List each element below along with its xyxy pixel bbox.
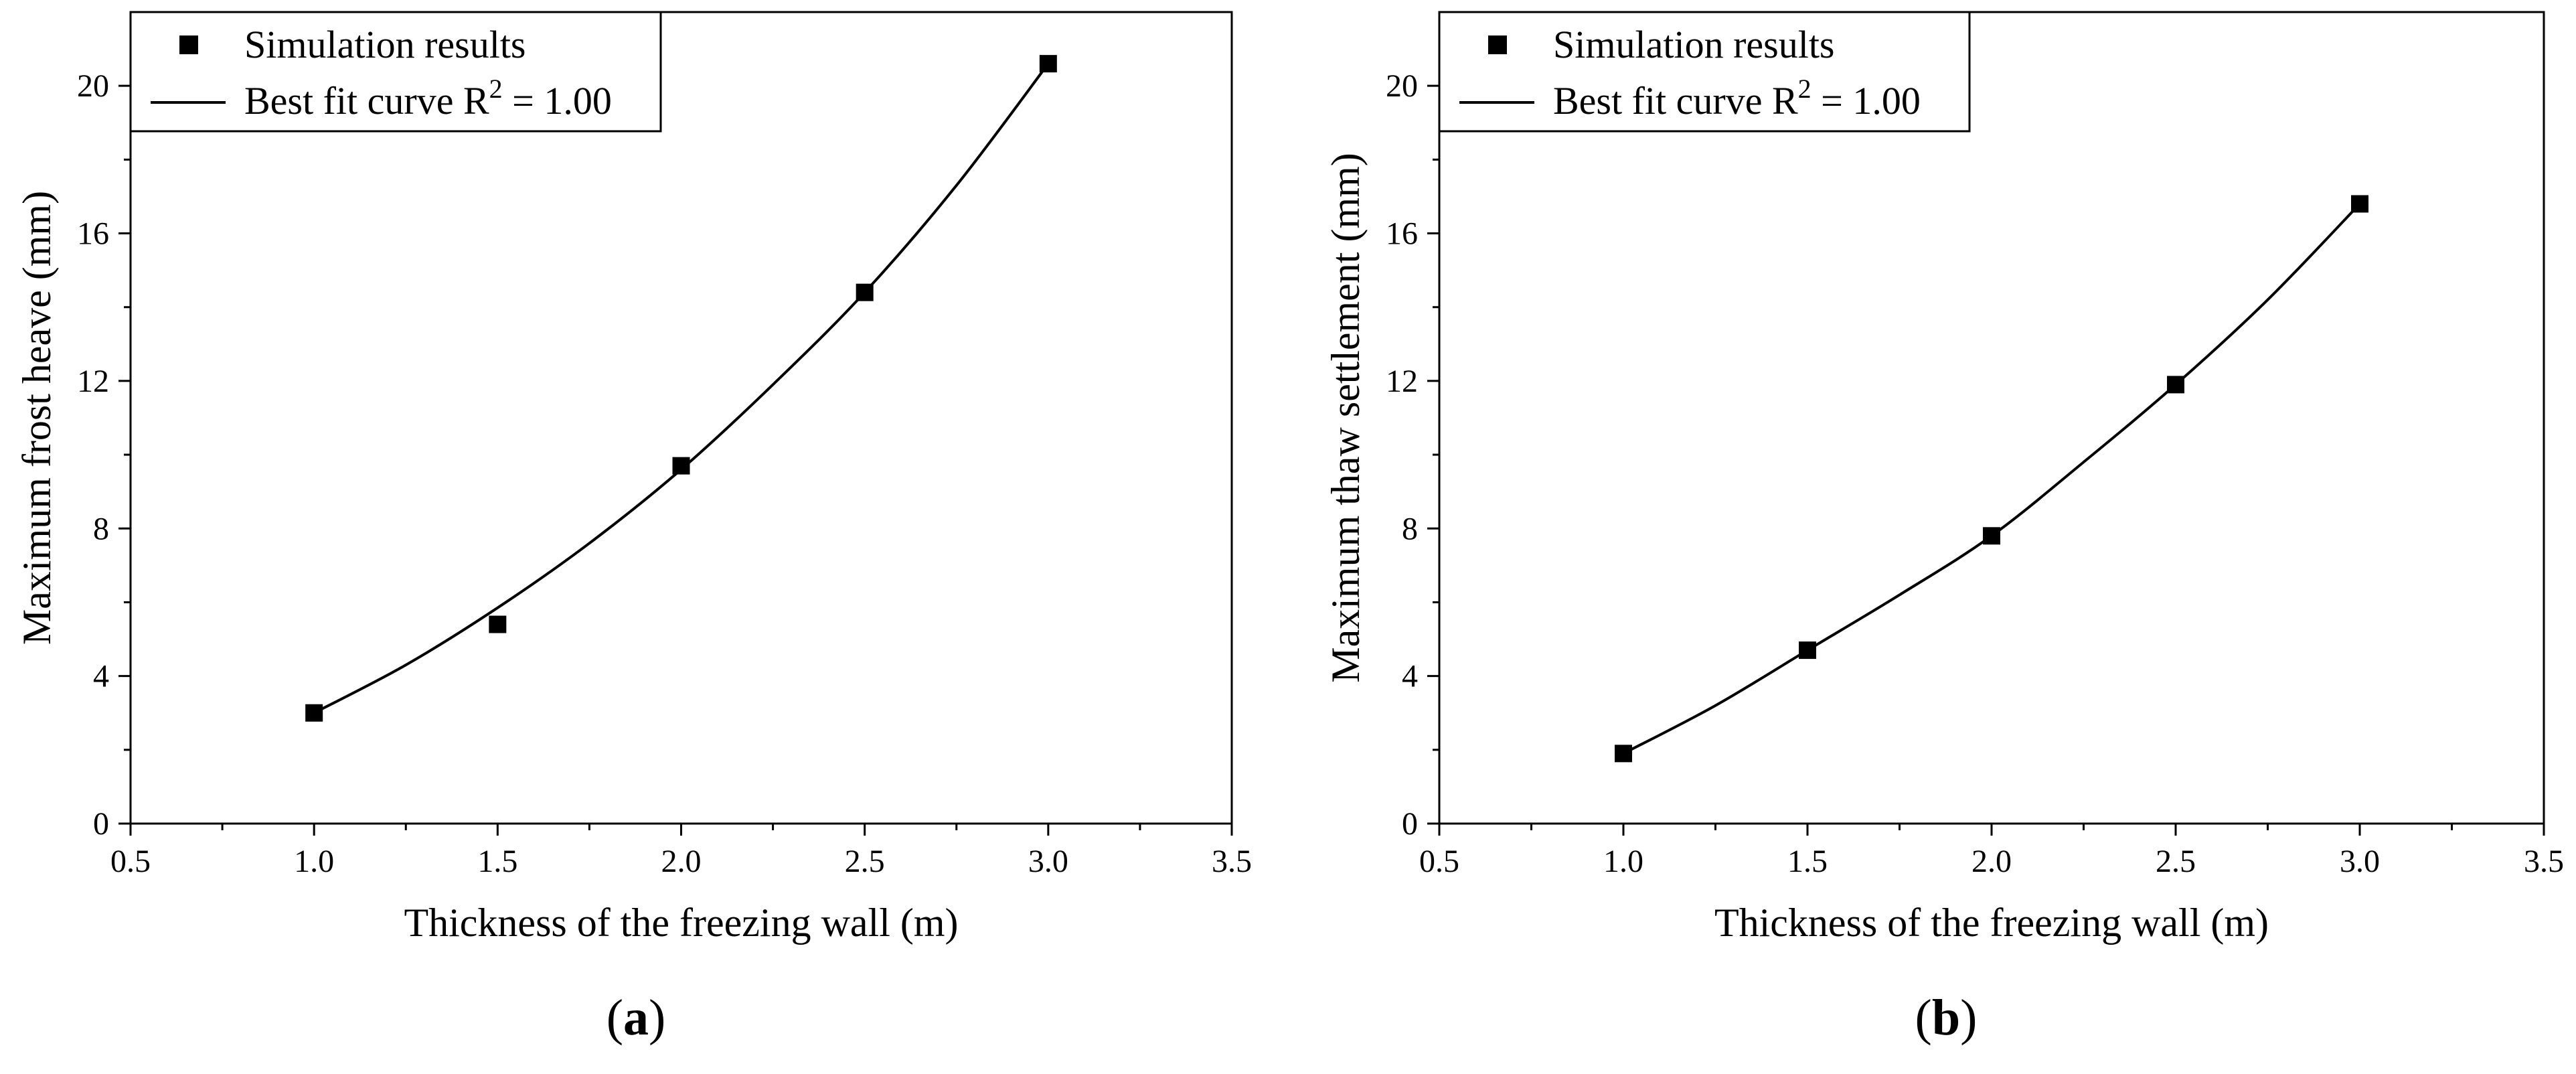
legend: Simulation results Best fit curve R2 = 1.… [1438, 11, 1971, 133]
legend-fit-value: = 1.00 [1812, 79, 1921, 123]
legend-marker-icon [1488, 35, 1507, 54]
panel-label-close: ) [1960, 990, 1977, 1046]
y-tick-label: 12 [77, 364, 109, 399]
fit-curve [313, 62, 1050, 714]
panel-label-close: ) [649, 990, 665, 1046]
legend: Simulation results Best fit curve R2 = 1.… [129, 11, 662, 133]
y-tick-label: 16 [77, 216, 109, 252]
chart-panel-a: 0.5 1.0 1.5 2.0 2.5 3.0 3.5 0 4 8 12 16 20 Thickness … [15, 11, 1252, 1046]
x-tick-label: 2.5 [2156, 844, 2196, 879]
plot-frame [129, 11, 1233, 825]
legend-fit-name: Best fit curve R [1553, 79, 1798, 123]
legend-label-fit: Best fit curve R2 = 1.00 [1553, 74, 1921, 123]
y-tick-label: 20 [1386, 68, 1418, 104]
y-tick-label: 0 [1402, 806, 1418, 842]
y-tick-label: 4 [93, 659, 109, 694]
y-tick-label: 8 [1402, 511, 1418, 546]
x-tick-label: 1.5 [1787, 844, 1828, 879]
plot-frame [1438, 11, 2545, 825]
x-tick-label: 2.0 [661, 844, 702, 879]
chart-panel-b: 0.5 1.0 1.5 2.0 2.5 3.0 3.5 0 4 8 12 16 20 Thickness … [1323, 11, 2564, 1046]
fit-curve [1623, 203, 2361, 755]
panel-label: (a) [607, 990, 666, 1046]
legend-fit-superscript: 2 [1798, 74, 1812, 104]
legend-marker-icon [179, 35, 198, 54]
x-tick-label: 1.5 [477, 844, 517, 879]
x-tick-label: 3.0 [2340, 844, 2380, 879]
legend-fit-superscript: 2 [489, 74, 503, 104]
legend-fit-value: = 1.00 [503, 79, 612, 123]
x-axis-title: Thickness of the freezing wall (m) [404, 901, 958, 945]
y-tick-label: 4 [1402, 659, 1418, 694]
x-axis-title: Thickness of the freezing wall (m) [1714, 901, 2269, 945]
legend-fit-name: Best fit curve R [244, 79, 489, 123]
y-tick-label: 0 [93, 806, 109, 842]
x-tick-label: 3.0 [1028, 844, 1068, 879]
data-point [489, 615, 507, 633]
legend-label-simulation: Simulation results [244, 23, 526, 66]
x-tick-label: 1.0 [294, 844, 334, 879]
panel-label-letter: a [623, 990, 649, 1046]
panel-label: (b) [1915, 990, 1978, 1046]
legend-label-simulation: Simulation results [1553, 23, 1835, 66]
x-tick-label: 2.5 [845, 844, 885, 879]
x-tick-label: 0.5 [1419, 844, 1459, 879]
x-tick-label: 3.5 [2524, 844, 2564, 879]
x-tick-label: 0.5 [110, 844, 151, 879]
panel-label-open: ( [1915, 990, 1932, 1046]
legend-label-fit: Best fit curve R2 = 1.00 [244, 74, 612, 123]
y-axis-title: Maximum frost heave (mm) [15, 191, 59, 645]
panel-label-open: ( [607, 990, 623, 1046]
y-tick-label: 12 [1386, 364, 1418, 399]
x-tick-label: 2.0 [1971, 844, 2012, 879]
x-tick-label: 3.5 [1212, 844, 1252, 879]
legend-box [1438, 11, 1971, 133]
y-axis-title: Maximum thaw settlement (mm) [1323, 153, 1368, 683]
x-tick-label: 1.0 [1603, 844, 1643, 879]
y-tick-label: 20 [77, 68, 109, 104]
legend-box [129, 11, 662, 133]
y-tick-label: 8 [93, 511, 109, 546]
y-tick-label: 16 [1386, 216, 1418, 252]
panel-label-letter: b [1932, 990, 1960, 1046]
